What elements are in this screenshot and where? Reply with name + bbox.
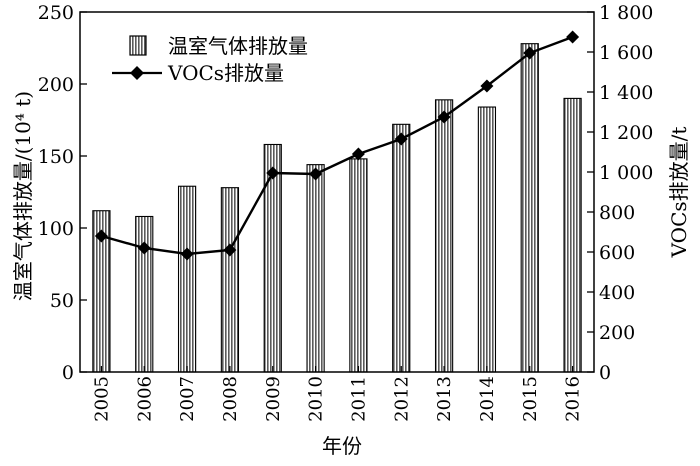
left-tick-label: 250 [38, 2, 74, 24]
right-tick-label: 800 [599, 202, 635, 224]
bars-layer [92, 43, 582, 373]
x-tick-label: 2016 [563, 376, 584, 422]
left-tick-label: 0 [62, 362, 74, 384]
x-axis: 2005 2006 2007 2008 2009 2010 2011 2012 2013 2014… [91, 366, 584, 422]
x-tick-label: 2007 [177, 376, 198, 422]
x-tick-label: 2013 [434, 376, 455, 422]
x-tick-label: 2008 [220, 376, 241, 422]
x-tick-label: 2015 [520, 376, 541, 422]
vocs-line [101, 35, 573, 256]
bar-2007 [177, 185, 197, 373]
legend-diamond-marker [130, 66, 144, 80]
left-tick-label: 50 [50, 290, 74, 312]
vocs-point-2012 [394, 132, 408, 146]
right-tick-label: 400 [599, 282, 635, 304]
plot-frame [79, 11, 595, 373]
x-tick-label: 2005 [91, 376, 112, 422]
left-tick-label: 200 [38, 74, 74, 96]
x-tick-label: 2011 [348, 376, 369, 422]
legend-label-ghg: 温室气体排放量 [168, 34, 308, 58]
bar-2006 [135, 215, 154, 373]
right-tick-label: 1 400 [599, 82, 653, 104]
bar-2008 [220, 187, 240, 373]
left-tick-label: 100 [38, 218, 74, 240]
vocs-point-2016 [566, 30, 580, 44]
x-tick-label: 2006 [134, 376, 155, 422]
right-tick-label: 600 [599, 242, 635, 264]
right-tick-label: 1 600 [599, 42, 653, 64]
right-tick-label: 1 800 [599, 2, 653, 24]
legend: 温室气体排放量 VOCs排放量 [112, 34, 308, 85]
bar-2013 [434, 99, 454, 373]
right-tick-label: 1 200 [599, 122, 653, 144]
right-tick-label: 0 [599, 362, 611, 384]
vocs-point-2008 [223, 243, 237, 257]
left-axis: 0 50 100 150 200 250 [38, 2, 87, 384]
bar-2015 [520, 43, 539, 373]
vocs-point-2014 [480, 79, 494, 93]
x-tick-label: 2009 [263, 376, 284, 422]
bar-2012 [392, 123, 411, 373]
vocs-point-2007 [180, 247, 194, 261]
left-tick-label: 150 [38, 146, 74, 168]
vocs-point-2009 [266, 166, 280, 180]
x-tick-label: 2014 [477, 376, 498, 422]
vocs-point-2005 [94, 229, 108, 243]
bar-2011 [349, 158, 368, 373]
legend-bar-swatch [129, 35, 147, 56]
vocs-point-2006 [137, 241, 151, 255]
x-tick-label: 2012 [391, 376, 412, 422]
vocs-point-2010 [309, 167, 323, 181]
vocs-point-2011 [351, 147, 365, 161]
right-tick-label: 1 000 [599, 162, 653, 184]
bar-2010 [306, 164, 325, 373]
vocs-point-2015 [523, 46, 537, 60]
legend-label-vocs: VOCs排放量 [167, 61, 284, 85]
right-tick-label: 200 [599, 322, 635, 344]
y-axis-label-right: VOCs排放量/t [667, 127, 691, 259]
y-axis-label-left: 温室气体排放量/(10⁴ t) [11, 91, 35, 301]
bar-2014 [477, 106, 497, 373]
line-layer [94, 30, 580, 261]
x-tick-label: 2010 [306, 376, 327, 422]
x-axis-label: 年份 [322, 434, 362, 458]
bar-2016 [563, 97, 582, 373]
vocs-point-2013 [437, 110, 451, 124]
right-axis: 0 200 400 600 800 1 000 1 200 1 400 1 600 1 800 [587, 2, 653, 384]
